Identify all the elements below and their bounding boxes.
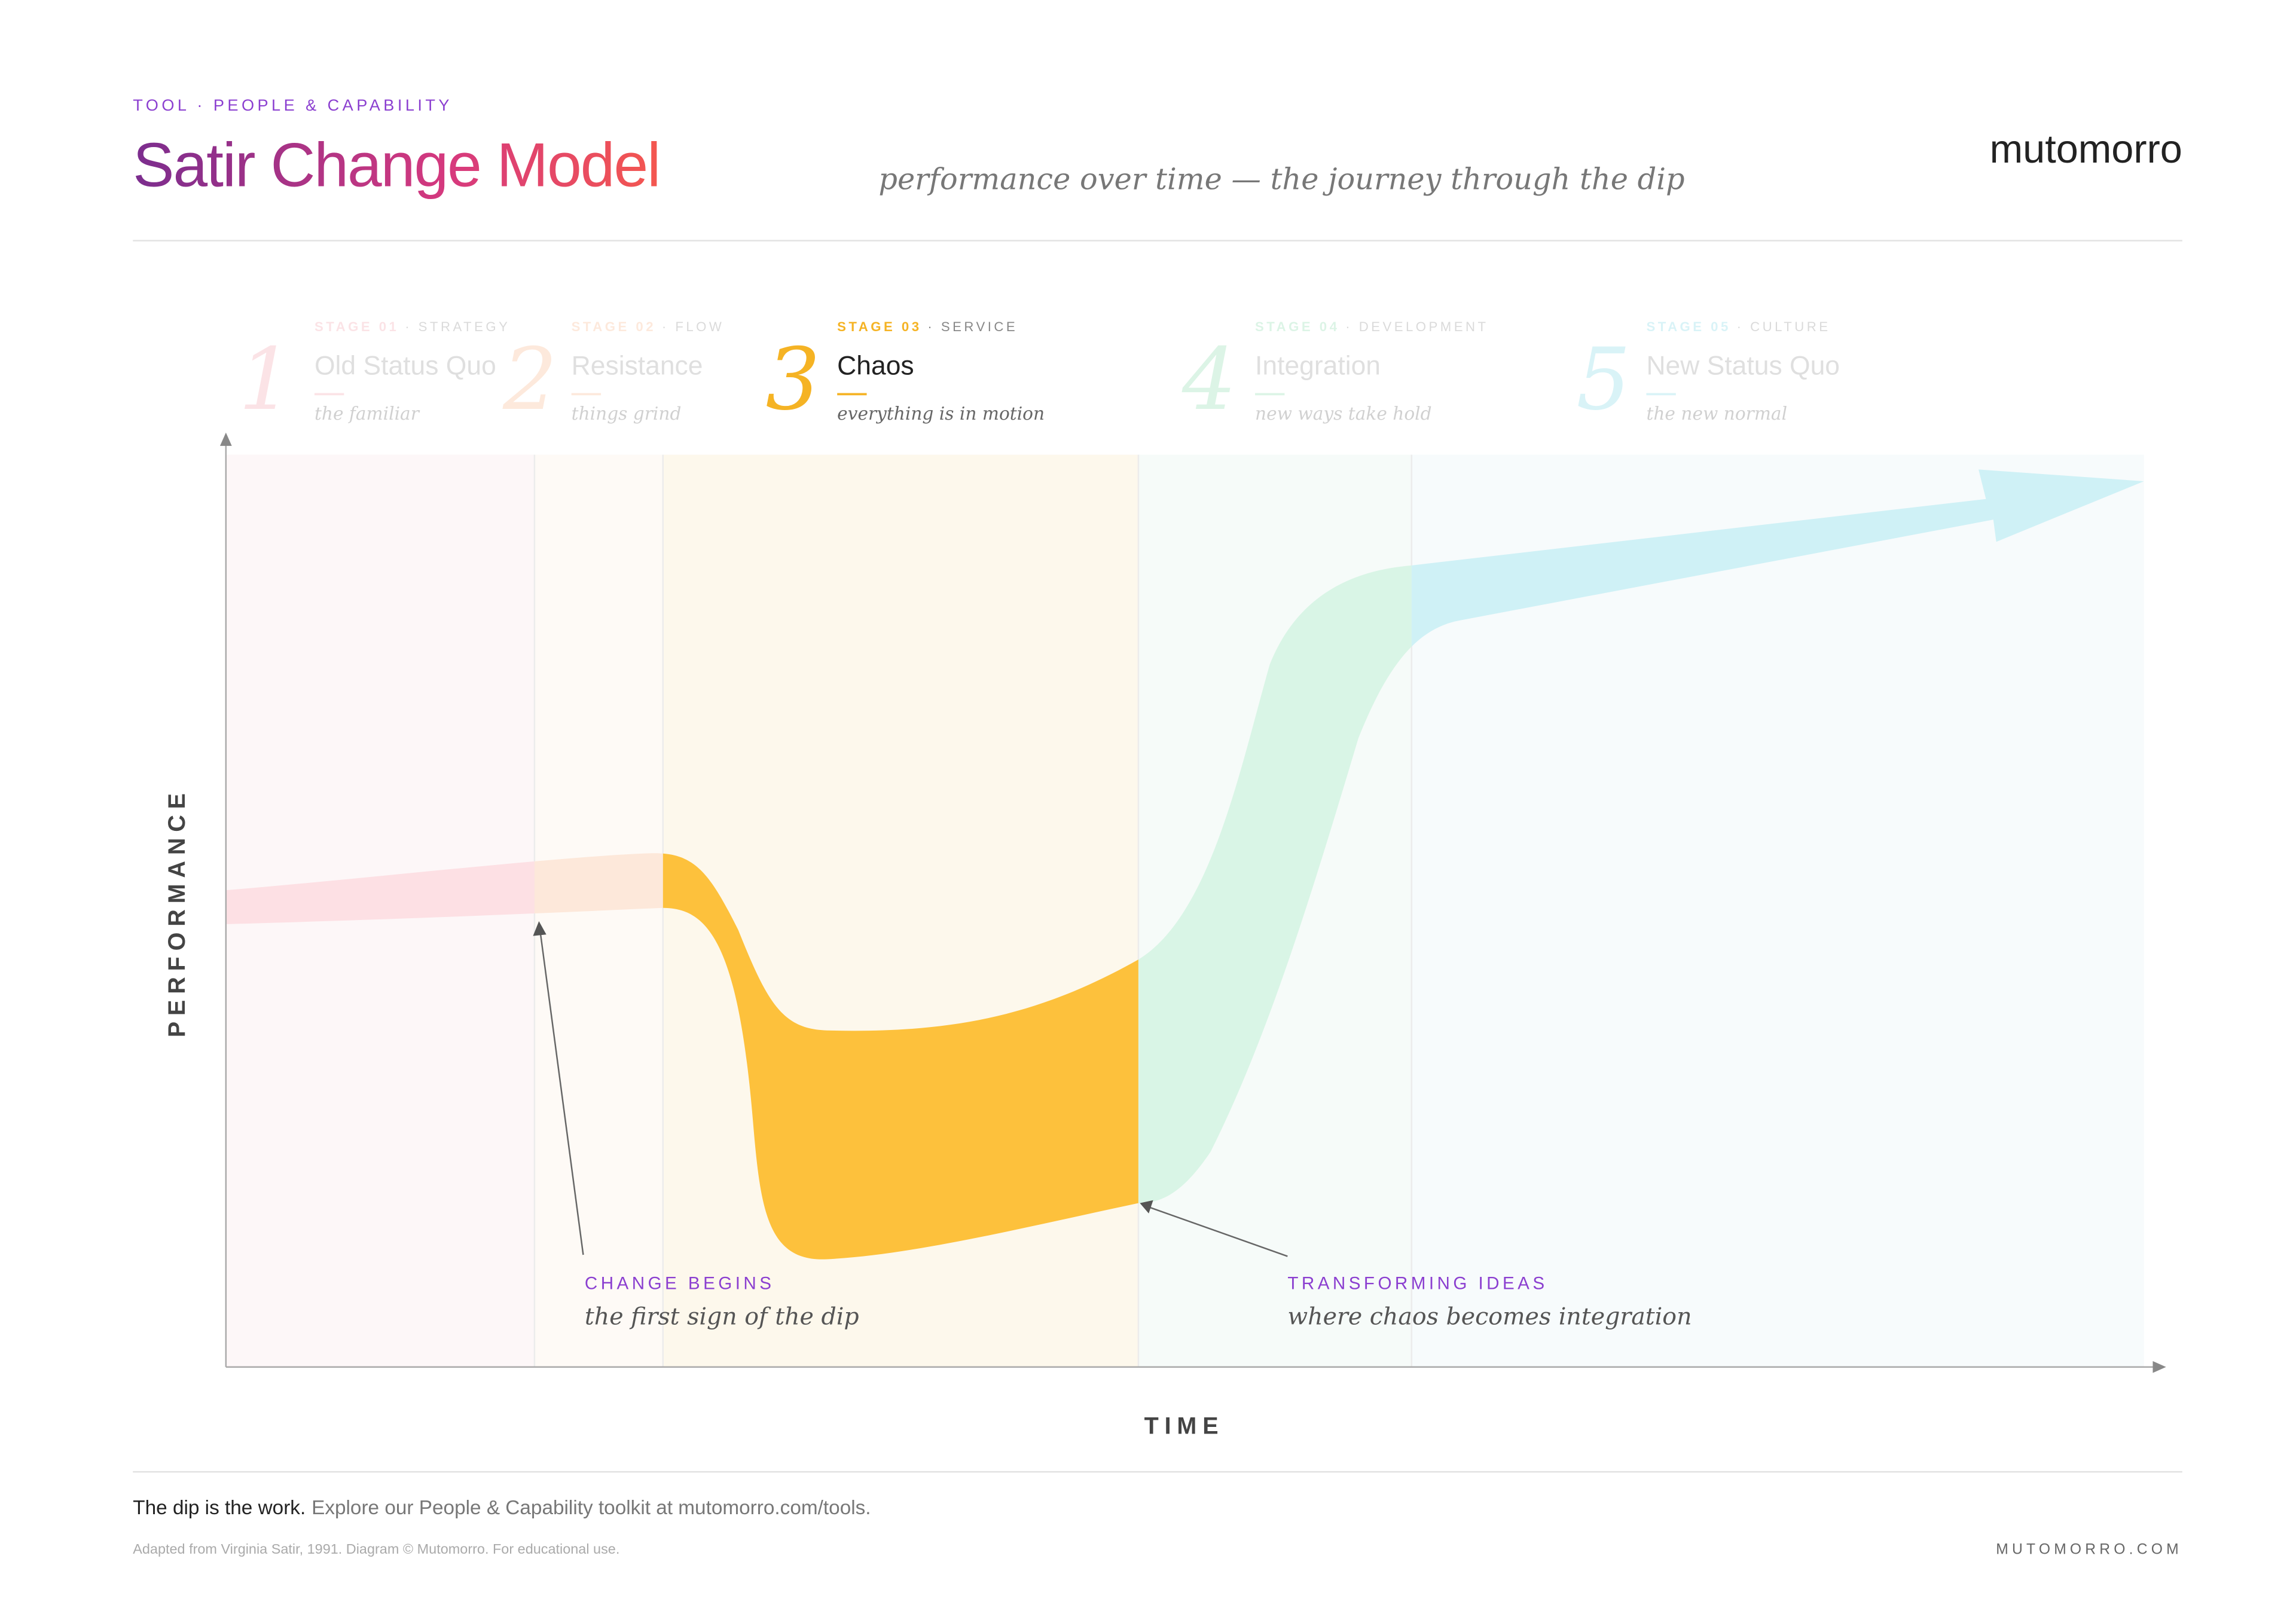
stage-kicker: STAGE 05 · CULTURE [1646,319,1830,334]
stage-number: 5 [1576,329,1631,429]
stage-category: · FLOW [662,319,724,334]
stage-header: 1 STAGE 01 · STRATEGY Old Status Quo the fam… [239,319,510,429]
y-axis-label: PERFORMANCE [164,787,190,1037]
stage-number: 2 [502,329,557,429]
stage-title: New Status Quo [1646,352,1840,381]
stage-title: Old Status Quo [315,352,496,381]
stage-tagline: the familiar [315,403,420,424]
annotation-heading: TRANSFORMING IDEAS [1287,1273,1547,1293]
footer-text: Explore our People & Capability toolkit … [312,1497,871,1519]
annotation-text: the first sign of the dip [585,1303,859,1330]
y-arrow [219,432,232,446]
stage-tagline: new ways take hold [1255,403,1432,424]
plot: CHANGE BEGINS the first sign of the dip … [164,432,2166,1439]
stage-code: STAGE 03 [837,319,921,334]
stage-number: 3 [766,329,820,429]
stage-header: 2 STAGE 02 · FLOW Resistance things grind [502,319,725,429]
stage-kicker: STAGE 02 · FLOW [572,319,725,334]
stage-title: Resistance [572,352,703,381]
annotation-arrowhead [1140,1200,1153,1214]
stage-tagline: things grind [572,403,682,424]
stage-code: STAGE 04 [1255,319,1339,334]
subtitle: performance over time — the journey thro… [878,161,1684,196]
stage-code: STAGE 05 [1646,319,1730,334]
stage-category: · SERVICE [927,319,1018,334]
x-arrow [2152,1361,2166,1373]
stage-region [1411,454,2144,1367]
stage-kicker: STAGE 01 · STRATEGY [315,319,510,334]
annotation-heading: CHANGE BEGINS [585,1273,775,1293]
footer-lead: The dip is the work. [133,1497,306,1519]
stage-category: · CULTURE [1737,319,1831,334]
brand: mutomorro [1990,127,2182,172]
eyebrow: TOOL · PEOPLE & CAPABILITY [133,96,453,114]
stage-title: Chaos [837,352,914,381]
stage-category: · DEVELOPMENT [1345,319,1488,334]
credit: Adapted from Virginia Satir, 1991. Diagr… [133,1541,619,1557]
x-axis-label: TIME [1144,1413,1225,1439]
stage-number: 1 [239,329,293,429]
stages: 1 STAGE 01 · STRATEGY Old Status Quo the fam… [239,319,1840,429]
title: Satir Change Model [133,130,660,199]
stage-header: 4 STAGE 04 · DEVELOPMENT Integration new way… [1181,319,1489,429]
stage-kicker: STAGE 03 · SERVICE [837,319,1018,334]
stage-title: Integration [1255,352,1381,381]
footer-line: The dip is the work. Explore our People &… [133,1497,871,1519]
annotation-arrowhead [533,921,546,936]
annotation-arrow [1150,1206,1288,1257]
annotation-arrow [539,933,584,1255]
stage-code: STAGE 01 [315,319,399,334]
stage-number: 4 [1181,329,1236,429]
stage-tagline: everything is in motion [837,403,1045,424]
stage-code: STAGE 02 [572,319,656,334]
site: MUTOMORRO.COM [1996,1541,2182,1557]
stage-category: · STRATEGY [405,319,510,334]
stage-header: 5 STAGE 05 · CULTURE New Status Quo the new … [1576,319,1840,429]
stage-kicker: STAGE 04 · DEVELOPMENT [1255,319,1489,334]
annotation-text: where chaos becomes integration [1287,1303,1692,1330]
stage-tagline: the new normal [1646,403,1787,424]
stage-header: 3 STAGE 03 · SERVICE Chaos everything is in … [766,319,1045,429]
